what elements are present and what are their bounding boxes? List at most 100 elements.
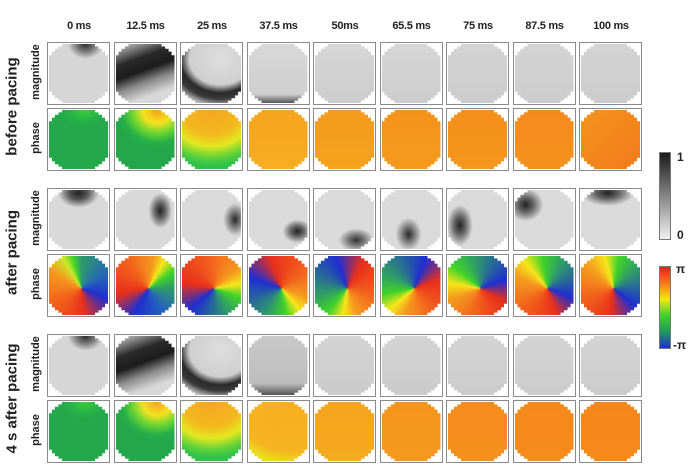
- map-panel-after-magnitude: [246, 188, 310, 251]
- map-panel-after-phase: [512, 254, 576, 317]
- map-panel-before-phase: [579, 108, 642, 171]
- map-panel-before-magnitude: [579, 42, 642, 105]
- tissue-map: [115, 44, 175, 103]
- map-panel-late-phase: [47, 400, 110, 463]
- map-panel-after-phase: [579, 254, 642, 317]
- map-panel-after-phase: [246, 254, 310, 317]
- tissue-map: [315, 336, 374, 395]
- map-panel-after-magnitude: [512, 188, 576, 251]
- tissue-map: [315, 402, 374, 461]
- map-panel-before-phase: [379, 108, 443, 171]
- group-label: after pacing: [3, 209, 21, 295]
- group-label: before pacing: [3, 56, 21, 156]
- phase-colorbar: [659, 266, 671, 349]
- tissue-map: [115, 336, 175, 395]
- tissue-map: [581, 256, 640, 315]
- tissue-map: [182, 402, 241, 461]
- column-label-time: 12.5 ms: [126, 20, 165, 32]
- map-panel-after-phase: [313, 254, 376, 317]
- tissue-map: [115, 256, 175, 315]
- map-panel-late-phase: [379, 400, 443, 463]
- group-label: 4 s after pacing: [3, 342, 21, 454]
- row-label-phase: phase: [30, 414, 42, 446]
- map-panel-after-phase: [180, 254, 243, 317]
- tissue-map: [49, 110, 108, 169]
- tissue-map: [248, 190, 308, 249]
- tissue-map: [248, 402, 308, 461]
- tissue-map: [182, 110, 241, 169]
- map-panel-after-phase: [446, 254, 509, 317]
- tissue-map: [248, 336, 308, 395]
- magnitude-colorbar: [659, 152, 671, 240]
- tissue-map: [514, 44, 574, 103]
- map-panel-before-phase: [47, 108, 110, 171]
- tissue-map: [248, 256, 308, 315]
- map-panel-late-phase: [579, 400, 642, 463]
- tissue-map: [581, 110, 640, 169]
- map-panel-late-magnitude: [446, 334, 509, 397]
- tissue-map: [581, 44, 640, 103]
- tissue-map: [381, 44, 441, 103]
- tissue-map: [115, 402, 175, 461]
- map-panel-late-magnitude: [113, 334, 177, 397]
- map-panel-late-phase: [512, 400, 576, 463]
- row-label-magnitude: magnitude: [30, 190, 42, 246]
- tissue-map: [381, 256, 441, 315]
- map-panel-before-phase: [512, 108, 576, 171]
- colorbar-min-label: 0: [677, 228, 684, 242]
- map-panel-late-magnitude: [579, 334, 642, 397]
- map-panel-after-magnitude: [113, 188, 177, 251]
- tissue-map: [49, 44, 108, 103]
- map-panel-late-magnitude: [512, 334, 576, 397]
- map-panel-late-phase: [313, 400, 376, 463]
- map-panel-late-magnitude: [379, 334, 443, 397]
- map-panel-before-magnitude: [113, 42, 177, 105]
- tissue-map: [248, 44, 308, 103]
- map-panel-late-phase: [113, 400, 177, 463]
- tissue-map: [182, 44, 241, 103]
- map-panel-after-magnitude: [579, 188, 642, 251]
- column-label-time: 100 ms: [593, 20, 629, 32]
- tissue-map: [182, 336, 241, 395]
- tissue-map: [381, 402, 441, 461]
- tissue-map: [315, 110, 374, 169]
- row-label-magnitude: magnitude: [30, 336, 42, 392]
- tissue-map: [315, 190, 374, 249]
- map-panel-after-magnitude: [313, 188, 376, 251]
- colorbar-max-label: 1: [677, 150, 684, 164]
- map-panel-before-magnitude: [47, 42, 110, 105]
- tissue-map: [49, 402, 108, 461]
- tissue-map: [581, 402, 640, 461]
- tissue-map: [248, 110, 308, 169]
- tissue-map: [448, 336, 507, 395]
- tissue-map: [514, 110, 574, 169]
- tissue-map: [49, 256, 108, 315]
- column-label-time: 25 ms: [197, 20, 227, 32]
- map-panel-before-phase: [246, 108, 310, 171]
- tissue-map: [514, 190, 574, 249]
- map-panel-late-magnitude: [180, 334, 243, 397]
- tissue-map: [448, 402, 507, 461]
- map-panel-before-magnitude: [512, 42, 576, 105]
- map-panel-after-phase: [379, 254, 443, 317]
- map-panel-before-phase: [180, 108, 243, 171]
- map-panel-before-magnitude: [446, 42, 509, 105]
- column-label-time: 50ms: [331, 20, 359, 32]
- tissue-map: [448, 110, 507, 169]
- tissue-map: [49, 190, 108, 249]
- map-panel-after-magnitude: [47, 188, 110, 251]
- tissue-map: [115, 190, 175, 249]
- tissue-map: [315, 44, 374, 103]
- tissue-map: [514, 402, 574, 461]
- column-label-time: 75 ms: [463, 20, 493, 32]
- tissue-map: [182, 256, 241, 315]
- colorbar-pi-label: π: [676, 262, 686, 276]
- column-label-time: 65.5 ms: [392, 20, 431, 32]
- tissue-map: [381, 190, 441, 249]
- map-panel-before-magnitude: [180, 42, 243, 105]
- map-panel-before-magnitude: [246, 42, 310, 105]
- column-label-time: 0 ms: [67, 20, 91, 32]
- map-panel-after-magnitude: [446, 188, 509, 251]
- row-label-phase: phase: [30, 122, 42, 154]
- map-panel-before-phase: [446, 108, 509, 171]
